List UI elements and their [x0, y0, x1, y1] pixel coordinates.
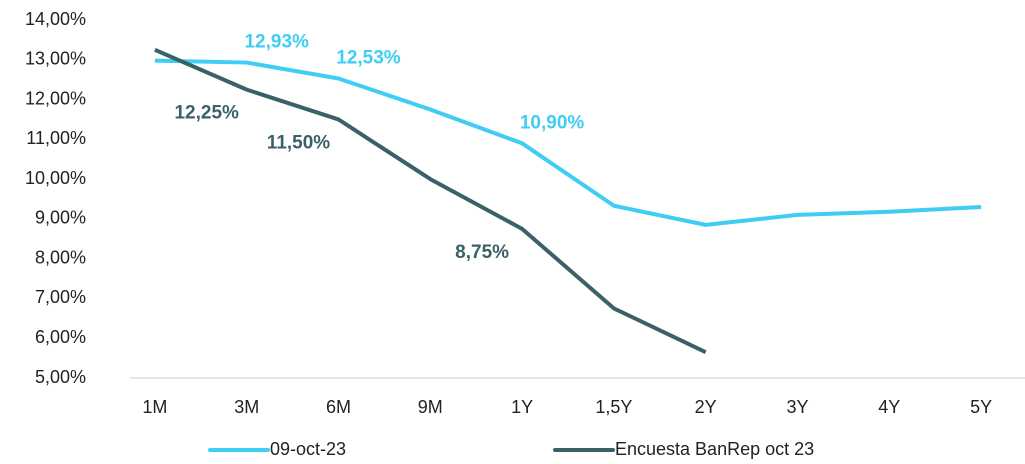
data-label: 8,75%: [455, 242, 509, 263]
data-label: 11,50%: [267, 132, 330, 153]
legend-label: Encuesta BanRep oct 23: [615, 439, 814, 459]
data-label: 12,25%: [174, 103, 239, 124]
x-tick-label: 1,5Y: [595, 397, 632, 417]
x-tick-label: 9M: [418, 397, 443, 417]
data-label: 10,90%: [520, 112, 585, 133]
y-tick-label: 8,00%: [35, 247, 86, 267]
x-tick-label: 3M: [234, 397, 259, 417]
y-tick-label: 12,00%: [25, 88, 86, 108]
y-tick-label: 14,00%: [25, 9, 86, 29]
x-tick-label: 6M: [326, 397, 351, 417]
x-tick-label: 3Y: [786, 397, 808, 417]
y-tick-label: 9,00%: [35, 208, 86, 228]
data-label: 12,93%: [244, 32, 309, 53]
x-tick-label: 1Y: [511, 397, 533, 417]
y-tick-label: 13,00%: [25, 49, 86, 69]
x-tick-label: 1M: [142, 397, 167, 417]
x-tick-label: 4Y: [878, 397, 900, 417]
data-label: 12,53%: [336, 47, 401, 68]
series-line: [154, 58, 982, 227]
x-tick-label: 5Y: [970, 397, 992, 417]
y-tick-label: 10,00%: [25, 168, 86, 188]
series-line: [154, 47, 707, 354]
legend-label: 09-oct-23: [270, 439, 346, 459]
y-tick-label: 7,00%: [35, 287, 86, 307]
x-tick-label: 2Y: [695, 397, 717, 417]
y-tick-label: 5,00%: [35, 367, 86, 387]
y-tick-label: 11,00%: [26, 128, 86, 148]
y-tick-label: 6,00%: [35, 327, 86, 347]
